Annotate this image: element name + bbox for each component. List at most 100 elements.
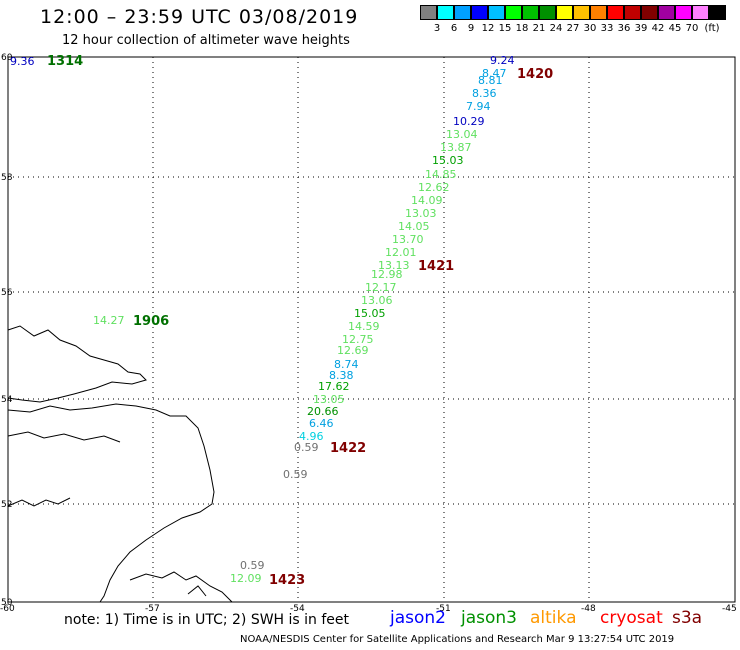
scale-swatch — [709, 5, 726, 20]
scale-swatch — [675, 5, 692, 20]
wave-height-value: 12.75 — [342, 333, 374, 346]
scale-swatch — [522, 5, 539, 20]
scale-label: 33 — [600, 23, 614, 34]
x-tick-label: -57 — [145, 604, 160, 614]
wave-height-value: 9.24 — [490, 54, 515, 67]
scale-swatch — [556, 5, 573, 20]
satellite-name: jason3 — [461, 608, 517, 628]
wave-height-value: 15.03 — [432, 154, 464, 167]
pass-time-label: 1421 — [418, 259, 454, 274]
scale-swatch — [573, 5, 590, 20]
wave-height-value: 12.09 — [230, 572, 262, 585]
scale-swatch — [505, 5, 522, 20]
scale-swatch — [539, 5, 556, 20]
pass-time-label: 1422 — [330, 441, 366, 456]
wave-height-value: 6.46 — [309, 417, 334, 430]
wave-height-value: 14.85 — [425, 168, 457, 181]
y-tick-label: 60 — [1, 53, 13, 63]
wave-height-value: 8.81 — [478, 74, 503, 87]
coastline-islet — [187, 585, 207, 597]
wave-height-value: 7.94 — [466, 100, 491, 113]
wave-height-value: 0.59 — [294, 441, 319, 454]
pass-time-label: 1314 — [47, 54, 83, 69]
scale-label: 12 — [481, 23, 495, 34]
scale-label: 6 — [450, 23, 458, 34]
scale-swatch — [454, 5, 471, 20]
satellite-name: cryosat — [600, 608, 663, 628]
scale-label: 21 — [532, 23, 546, 34]
coastline-inlet — [7, 431, 121, 443]
scale-label: 42 — [651, 23, 665, 34]
scale-label: 3 — [433, 23, 441, 34]
x-tick-label: -54 — [290, 604, 305, 614]
x-tick-label: -45 — [722, 604, 737, 614]
map-grid: -60 -57 -54 -51 -48 -45 60 58 56 54 52 50 — [0, 53, 737, 614]
wave-height-value: 12.62 — [418, 181, 450, 194]
page-subtitle: 12 hour collection of altimeter wave hei… — [62, 33, 350, 48]
wave-height-value: 12.17 — [365, 281, 397, 294]
wave-height-value: 8.47 — [482, 67, 507, 80]
scale-label: 18 — [515, 23, 529, 34]
pass-time-label: 1423 — [269, 573, 305, 588]
pass-time-label: 1906 — [133, 314, 169, 329]
scale-swatch — [437, 5, 454, 20]
wave-height-value: 8.74 — [334, 358, 359, 371]
scale-unit: (ft) — [704, 23, 720, 34]
wave-height-value: 10.29 — [453, 115, 485, 128]
y-tick-label: 52 — [1, 500, 12, 510]
wave-height-value: 13.03 — [405, 207, 437, 220]
y-tick-label: 50 — [1, 598, 13, 608]
scale-swatch — [488, 5, 505, 20]
scale-label: 45 — [668, 23, 682, 34]
scale-label: 15 — [498, 23, 512, 34]
wave-height-value: 12.69 — [337, 344, 369, 357]
wave-height-value: 15.05 — [354, 307, 386, 320]
scale-label: 27 — [566, 23, 580, 34]
x-tick-label: -60 — [0, 604, 15, 614]
scale-label: 9 — [467, 23, 475, 34]
scale-swatch — [641, 5, 658, 20]
wave-height-value: 12.01 — [385, 246, 417, 259]
wave-height-value: 14.59 — [348, 320, 380, 333]
wave-height-value: 20.66 — [307, 405, 339, 418]
scale-swatch — [590, 5, 607, 20]
satellite-name: s3a — [672, 608, 703, 628]
scale-label: 24 — [549, 23, 563, 34]
wave-height-value: 0.59 — [240, 559, 265, 572]
wave-height-value: 13.87 — [440, 141, 472, 154]
y-tick-label: 58 — [1, 173, 13, 183]
wave-height-value: 12.98 — [371, 268, 403, 281]
scale-label: 30 — [583, 23, 597, 34]
wave-height-value: 9.36 — [10, 55, 35, 68]
coastline-south — [129, 571, 233, 603]
scale-label: 36 — [617, 23, 631, 34]
wave-height-value: 0.59 — [283, 468, 308, 481]
coastline — [7, 325, 233, 603]
wave-height-value: 14.27 — [93, 314, 125, 327]
page-title: 12:00 – 23:59 UTC 03/08/2019 — [40, 6, 359, 28]
x-tick-label: -51 — [436, 604, 451, 614]
scale-swatch — [624, 5, 641, 20]
wave-height-value: 8.36 — [472, 87, 497, 100]
wave-height-value: 4.96 — [299, 430, 324, 443]
wave-height-value: 13.06 — [361, 294, 393, 307]
scale-swatch — [607, 5, 624, 20]
coastline-newfoundland-north — [7, 403, 215, 603]
pass-time-label: 1420 — [517, 67, 553, 82]
y-tick-label: 54 — [1, 395, 13, 405]
credit-line: NOAA/NESDIS Center for Satellite Applica… — [240, 634, 675, 645]
x-tick-label: -48 — [581, 604, 596, 614]
wave-height-value: 17.62 — [318, 380, 350, 393]
wave-height-value: 8.38 — [329, 369, 354, 382]
scale-label: 70 — [685, 23, 699, 34]
satellite-name: jason2 — [390, 608, 446, 628]
coastline-straits — [7, 497, 71, 507]
scale-swatch — [420, 5, 437, 20]
wave-height-value: 13.04 — [446, 128, 478, 141]
wave-height-value: 13.05 — [313, 393, 345, 406]
scale-swatch — [658, 5, 675, 20]
wave-height-value: 14.05 — [398, 220, 430, 233]
wave-height-value: 14.09 — [411, 194, 443, 207]
scale-label: 39 — [634, 23, 648, 34]
